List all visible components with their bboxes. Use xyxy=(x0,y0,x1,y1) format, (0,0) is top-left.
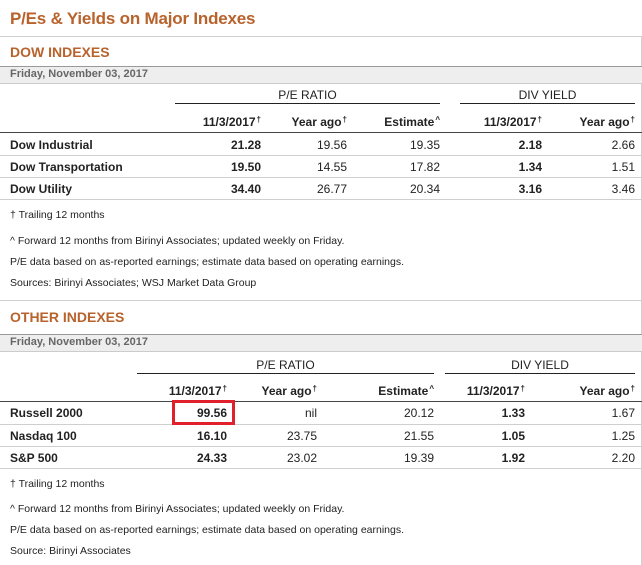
row-divider xyxy=(0,177,642,178)
table-row-name: Russell 2000 xyxy=(10,406,83,420)
table-cell: 23.02 xyxy=(286,451,317,465)
table-cell: 1.51 xyxy=(611,160,635,174)
dow-col-estimate: Estimate^ xyxy=(384,115,440,129)
row-divider xyxy=(0,424,642,425)
table-cell: 99.56 xyxy=(196,406,227,420)
table-cell: 3.16 xyxy=(518,182,542,196)
dow-div-group-header: DIV YIELD xyxy=(518,88,577,102)
table-cell: 1.05 xyxy=(501,429,525,443)
dow-col-yearago-pe: Year ago† xyxy=(291,115,347,129)
page-title: P/Es & Yields on Major Indexes xyxy=(10,9,256,28)
other-col-yearago-div: Year ago† xyxy=(579,384,635,398)
table-cell: 2.66 xyxy=(611,138,635,152)
other-footnote: Source: Birinyi Associates xyxy=(10,545,131,557)
table-cell: 23.75 xyxy=(286,429,317,443)
row-divider xyxy=(0,446,642,447)
table-cell: 26.77 xyxy=(316,182,347,196)
title-divider xyxy=(0,36,642,37)
table-cell: 1.67 xyxy=(611,406,635,420)
other-col-yearago-pe: Year ago† xyxy=(261,384,317,398)
other-pe-group-underline xyxy=(137,373,434,374)
table-cell: nil xyxy=(304,406,317,420)
other-pe-group-header: P/E RATIO xyxy=(256,358,315,372)
table-row-name: Dow Utility xyxy=(10,182,72,196)
other-col-estimate: Estimate^ xyxy=(378,384,434,398)
other-footnote: ^ Forward 12 months from Birinyi Associa… xyxy=(10,503,345,515)
other-col-date-pe: 11/3/2017† xyxy=(168,384,227,398)
dow-div-group-underline xyxy=(460,103,635,104)
table-row-name: Dow Transportation xyxy=(10,160,123,174)
table-cell: 2.18 xyxy=(518,138,542,152)
table-cell: 21.55 xyxy=(403,429,434,443)
table-cell: 19.50 xyxy=(230,160,261,174)
table-cell: 2.20 xyxy=(611,451,635,465)
table-cell: 19.56 xyxy=(316,138,347,152)
other-date: Friday, November 03, 2017 xyxy=(10,336,148,348)
row-divider xyxy=(0,155,642,156)
other-header-rule xyxy=(0,401,642,402)
dow-footnote: P/E data based on as-reported earnings; … xyxy=(10,256,405,268)
table-cell: 24.33 xyxy=(196,451,227,465)
dow-footnote: ^ Forward 12 months from Birinyi Associa… xyxy=(10,235,345,247)
dow-date-bar: Friday, November 03, 2017 xyxy=(0,66,642,84)
table-cell: 20.34 xyxy=(409,182,440,196)
other-col-date-div: 11/3/2017† xyxy=(466,384,525,398)
dow-pe-group-header: P/E RATIO xyxy=(278,88,337,102)
table-cell: 1.33 xyxy=(501,406,525,420)
table-cell: 14.55 xyxy=(316,160,347,174)
row-divider xyxy=(0,199,642,200)
other-footnote: † Trailing 12 months xyxy=(10,478,105,490)
other-footnote: P/E data based on as-reported earnings; … xyxy=(10,524,405,536)
table-cell: 19.35 xyxy=(409,138,440,152)
other-div-group-underline xyxy=(445,373,635,374)
russell-pe-highlight-box xyxy=(172,400,235,425)
section-divider xyxy=(0,300,642,301)
other-date-bar: Friday, November 03, 2017 xyxy=(0,334,642,352)
dow-col-yearago-div: Year ago† xyxy=(579,115,635,129)
other-div-group-header: DIV YIELD xyxy=(511,358,569,372)
table-cell: 1.34 xyxy=(518,160,542,174)
table-cell: 19.39 xyxy=(403,451,434,465)
dow-col-date-pe: 11/3/2017† xyxy=(202,115,261,129)
dow-footnote: † Trailing 12 months xyxy=(10,209,105,221)
row-divider xyxy=(0,468,642,469)
dow-footnote: Sources: Birinyi Associates; WSJ Market … xyxy=(10,277,257,289)
table-row-name: Nasdaq 100 xyxy=(10,429,77,443)
dow-pe-group-underline xyxy=(175,103,440,104)
dow-section-title: DOW INDEXES xyxy=(10,44,110,60)
table-cell: 3.46 xyxy=(611,182,635,196)
other-section-title: OTHER INDEXES xyxy=(10,309,125,325)
table-cell: 1.25 xyxy=(611,429,635,443)
table-row-name: Dow Industrial xyxy=(10,138,93,152)
table-cell: 16.10 xyxy=(196,429,227,443)
table-cell: 17.82 xyxy=(409,160,440,174)
dow-col-date-div: 11/3/2017† xyxy=(483,115,542,129)
table-row-name: S&P 500 xyxy=(10,451,58,465)
dow-date: Friday, November 03, 2017 xyxy=(10,68,148,80)
table-cell: 34.40 xyxy=(230,182,261,196)
table-cell: 20.12 xyxy=(403,406,434,420)
dow-header-rule xyxy=(0,132,642,133)
table-cell: 1.92 xyxy=(501,451,525,465)
table-cell: 21.28 xyxy=(230,138,261,152)
